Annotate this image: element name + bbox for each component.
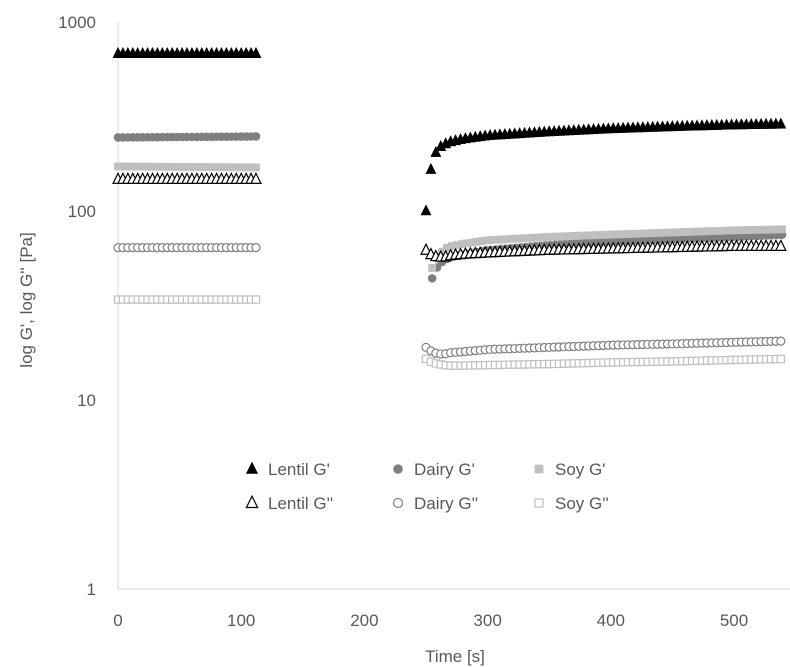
data-point bbox=[420, 204, 432, 216]
legend-label: Soy G'' bbox=[555, 494, 609, 513]
x-tick-label: 500 bbox=[720, 611, 748, 630]
data-point bbox=[420, 242, 432, 255]
x-tick-label: 100 bbox=[227, 611, 255, 630]
x-tick-label: 0 bbox=[113, 611, 122, 630]
x-tick-label: 200 bbox=[350, 611, 378, 630]
data-point bbox=[425, 162, 437, 174]
legend-label: Dairy G' bbox=[414, 460, 475, 479]
legend-marker bbox=[245, 494, 259, 509]
data-point bbox=[251, 243, 261, 253]
series-lentil-g bbox=[112, 46, 787, 216]
series-dairy-g bbox=[113, 243, 786, 359]
data-point bbox=[778, 225, 786, 234]
data-point bbox=[250, 172, 262, 184]
data-point bbox=[251, 295, 261, 304]
legend-item: Dairy G'' bbox=[392, 494, 478, 513]
series-soy-g bbox=[113, 295, 786, 370]
legend-item: Dairy G' bbox=[393, 460, 475, 479]
data-point bbox=[428, 263, 437, 272]
legend-label: Lentil G' bbox=[268, 460, 330, 479]
legend-item: Soy G'' bbox=[534, 494, 609, 513]
legend-marker bbox=[534, 464, 544, 474]
legend-item: Soy G' bbox=[534, 460, 606, 479]
data-point bbox=[776, 354, 786, 364]
legend-marker bbox=[245, 461, 259, 474]
data-point bbox=[774, 239, 787, 251]
x-axis-title: Time [s] bbox=[425, 647, 485, 666]
y-tick-label: 1 bbox=[87, 580, 96, 599]
data-point bbox=[427, 274, 437, 283]
y-tick-label: 1000 bbox=[58, 13, 96, 32]
data-point bbox=[430, 145, 442, 157]
legend-label: Soy G' bbox=[555, 460, 606, 479]
x-tick-label: 400 bbox=[597, 611, 625, 630]
legend-item: Lentil G'' bbox=[245, 494, 333, 513]
data-point bbox=[250, 46, 262, 58]
legend-marker bbox=[534, 498, 544, 508]
data-point bbox=[775, 117, 787, 129]
y-axis-ticks: 1 10 100 1000 bbox=[58, 13, 96, 599]
legend-marker bbox=[393, 464, 403, 474]
x-axis-ticks: 0 100 200 300 400 500 bbox=[113, 611, 748, 630]
legend-label: Dairy G'' bbox=[414, 494, 478, 513]
legend-marker bbox=[392, 497, 404, 509]
data-point bbox=[252, 163, 260, 172]
data-points bbox=[112, 46, 787, 370]
y-tick-label: 10 bbox=[77, 391, 96, 410]
x-tick-label: 300 bbox=[473, 611, 501, 630]
series-soy-g bbox=[114, 162, 786, 272]
legend-item: Lentil G' bbox=[245, 460, 330, 479]
data-point bbox=[251, 132, 261, 141]
legend-label: Lentil G'' bbox=[268, 494, 333, 513]
legend: Lentil G' Dairy G' Soy G' Lentil G'' Dairy G… bbox=[245, 460, 609, 513]
y-axis-title: log G', log G'' [Pa] bbox=[17, 232, 36, 367]
series-lentil-g bbox=[112, 172, 787, 262]
y-tick-label: 100 bbox=[68, 202, 96, 221]
data-point bbox=[776, 336, 786, 346]
